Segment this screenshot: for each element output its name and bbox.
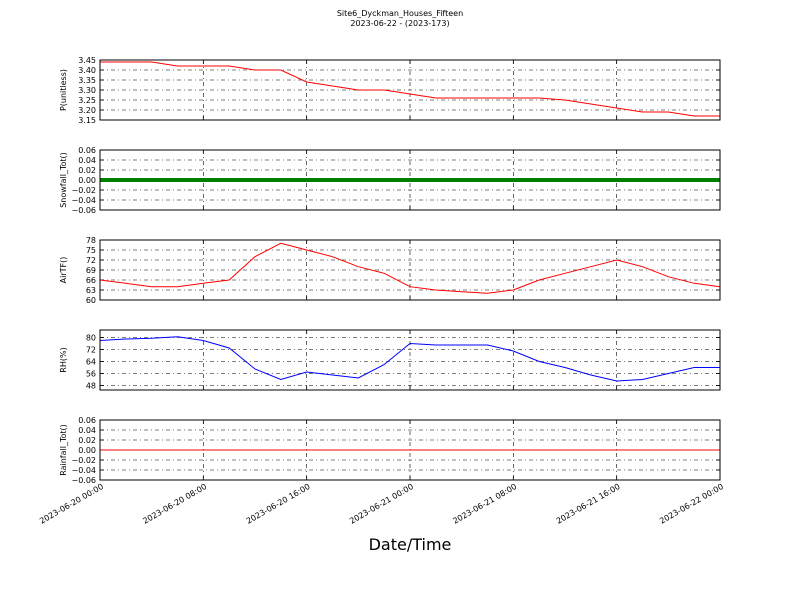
y-tick-label: 3.25 [78, 96, 96, 105]
y-tick-label: 78 [86, 236, 96, 245]
x-axis-label: Date/Time [369, 535, 452, 554]
y-tick-label: 69 [86, 266, 96, 275]
plot-frame [99, 419, 721, 481]
chart-subtitle: 2023-06-22 - (2023-173) [350, 19, 449, 28]
y-axis-label: AirTF() [59, 257, 68, 284]
y-axis-label: Rainfall_Tot() [59, 424, 68, 476]
y-tick-label: −0.04 [71, 196, 96, 205]
x-tick-label: 2023-06-21 08:00 [451, 482, 518, 526]
y-axis-label: RH(%) [59, 347, 68, 372]
y-tick-label: 72 [86, 256, 96, 265]
y-tick-label: 3.45 [78, 56, 96, 65]
plot-frame [99, 149, 721, 211]
y-tick-label: 0.00 [78, 176, 96, 185]
y-tick-label: 56 [86, 370, 96, 379]
y-tick-label: 80 [86, 334, 96, 343]
x-tick-label: 2023-06-21 16:00 [555, 482, 622, 526]
data-line [99, 242, 721, 294]
y-axis-label: P(unitless) [59, 69, 68, 111]
y-tick-label: 3.40 [78, 66, 96, 75]
y-tick-label: 3.20 [78, 106, 96, 115]
y-tick-label: 0.04 [78, 426, 96, 435]
x-tick-label: 2023-06-20 08:00 [141, 482, 208, 526]
y-tick-label: 63 [86, 286, 96, 295]
y-tick-label: −0.02 [71, 456, 96, 465]
y-tick-label: −0.06 [71, 476, 96, 485]
chart-title: Site6_Dyckman_Houses_Fifteen [337, 9, 463, 18]
y-tick-label: 0.06 [78, 146, 96, 155]
y-tick-label: −0.02 [71, 186, 96, 195]
y-tick-label: 66 [86, 276, 96, 285]
y-tick-label: 3.15 [78, 116, 96, 125]
y-tick-label: 0.06 [78, 416, 96, 425]
x-tick-label: 2023-06-20 16:00 [245, 482, 312, 526]
data-line [100, 61, 720, 117]
y-tick-label: 0.02 [78, 436, 96, 445]
x-tick-label: 2023-06-22 00:00 [658, 482, 725, 526]
x-tick-label: 2023-06-20 00:00 [38, 482, 105, 526]
plot-frame [99, 239, 721, 301]
y-tick-label: 60 [86, 296, 96, 305]
y-tick-label: 72 [86, 346, 96, 355]
data-line [99, 336, 720, 382]
y-tick-label: 0.04 [78, 156, 96, 165]
plot-frame [99, 329, 721, 391]
y-tick-label: −0.04 [71, 466, 96, 475]
y-tick-label: 0.00 [78, 446, 96, 455]
y-tick-label: 3.30 [78, 86, 96, 95]
y-tick-label: 64 [86, 358, 96, 367]
x-tick-label: 2023-06-21 00:00 [348, 482, 415, 526]
y-axis-label: Snowfall_Tot() [59, 152, 68, 208]
y-tick-label: −0.06 [71, 206, 96, 215]
plot-frame [99, 59, 721, 121]
y-tick-label: 3.35 [78, 76, 96, 85]
y-tick-label: 48 [86, 382, 96, 391]
y-tick-label: 75 [86, 246, 96, 255]
y-tick-label: 0.02 [78, 166, 96, 175]
